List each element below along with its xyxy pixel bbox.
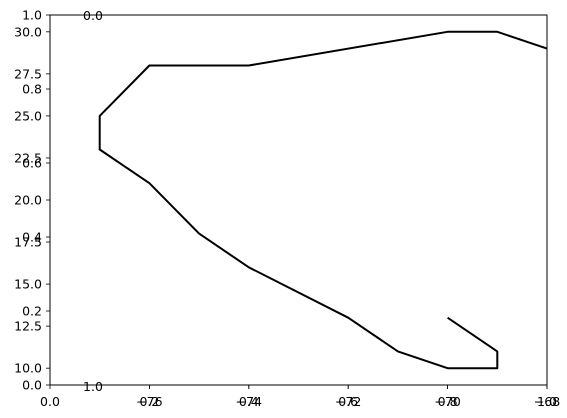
overlay-x-tick-label: 0.2 [139,394,159,409]
overlay-y-tick-label: 0.2 [22,304,42,319]
overlay-y-tick-label: 0.6 [22,156,42,171]
x-tick-label: −70 [434,394,460,409]
overlay-x-tick-label: 0.4 [239,394,259,409]
x-tick-label: −76 [136,394,162,409]
overlay-x-tick-label: 1.0 [537,394,557,409]
overlay-y-tick-label: 1.0 [22,8,42,23]
y-tick-label: 15.0 [14,277,42,292]
x-axis-ticks: −76 −74 −72 −70 −68 [136,385,560,409]
y-tick-label: 12.5 [14,319,42,334]
stray-label-top: 0.0 [83,8,103,23]
overlay-x-tick-label: 0.0 [40,394,60,409]
overlay-y-tick-label: 0.4 [22,230,42,245]
x-tick-label: −72 [335,394,361,409]
overlay-x-tick-label: 0.8 [438,394,458,409]
plot-frame [49,14,548,386]
overlay-x-tick-label: 0.6 [338,394,358,409]
y-tick-label: 30.0 [14,24,42,39]
y-tick-label: 10.0 [14,361,42,376]
y-tick-label: 20.0 [14,193,42,208]
y-axis-ticks: 10.0 12.5 15.0 17.5 20.0 22.5 25.0 27.5 30.0 [14,24,50,376]
y-tick-label: 17.5 [14,235,42,250]
y-tick-label: 27.5 [14,66,42,81]
series-line [98,30,548,370]
y-tick-label: 22.5 [14,150,42,165]
overlay-axes: 0.0 0.2 0.4 0.6 0.8 1.0 0.0 0.2 0.4 0.6 0.8 1.0 [22,8,557,410]
x-tick-label: −68 [534,394,560,409]
overlay-y-tick-label: 0.0 [22,378,42,393]
overlay-y-tick-label: 0.8 [22,82,42,97]
stray-label-bottom: 1.0 [83,379,103,394]
x-tick-label: −74 [236,394,262,409]
y-tick-label: 25.0 [14,108,42,123]
